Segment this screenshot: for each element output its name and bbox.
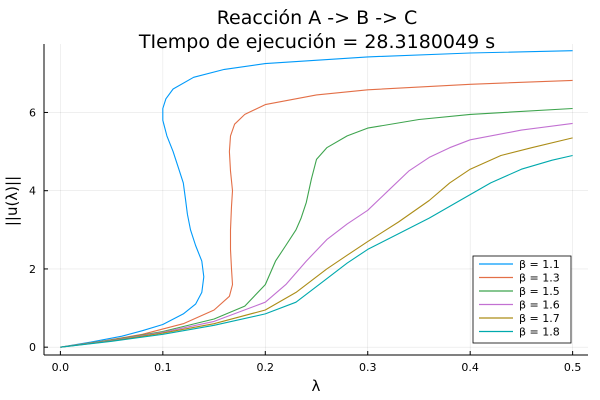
legend-label: β = 1.3	[519, 272, 560, 285]
x-tick-label: 0.0	[52, 361, 70, 374]
series-line-3	[60, 107, 573, 348]
y-tick-label: 4	[29, 185, 36, 198]
legend-label: β = 1.6	[519, 299, 560, 312]
legend-label: β = 1.8	[519, 326, 560, 339]
legend-box	[472, 255, 572, 344]
x-axis-label: λ	[312, 377, 321, 395]
y-tick-label: 6	[29, 106, 36, 119]
series-group	[60, 50, 573, 348]
axes	[43, 44, 588, 356]
x-tick-label: 0.3	[359, 361, 377, 374]
series-line-5	[60, 137, 573, 348]
x-tick-label: 0.5	[564, 361, 582, 374]
series-line-2	[60, 79, 573, 348]
chart-subtitle: TIempo de ejecución = 28.3180049 s	[138, 31, 495, 53]
x-tick-label: 0.2	[257, 361, 275, 374]
y-ticks: 0 2 4 6	[29, 106, 48, 354]
series-line-1	[60, 50, 573, 348]
x-tick-label: 0.1	[154, 361, 172, 374]
legend: β = 1.1β = 1.3β = 1.5β = 1.6β = 1.7β = 1…	[472, 255, 572, 344]
chart-title: Reacción A -> B -> C	[217, 7, 418, 29]
x-ticks: 0.0 0.1 0.2 0.3 0.4 0.5	[52, 351, 582, 374]
legend-label: β = 1.5	[519, 285, 560, 298]
legend-label: β = 1.7	[519, 312, 560, 325]
y-tick-label: 2	[29, 263, 36, 276]
legend-label: β = 1.1	[519, 258, 560, 271]
y-tick-label: 0	[29, 341, 36, 354]
x-tick-label: 0.4	[461, 361, 479, 374]
series-line-6	[60, 154, 573, 348]
series-line-4	[60, 122, 573, 348]
y-axis-label: ||u(λ)||	[3, 176, 21, 226]
